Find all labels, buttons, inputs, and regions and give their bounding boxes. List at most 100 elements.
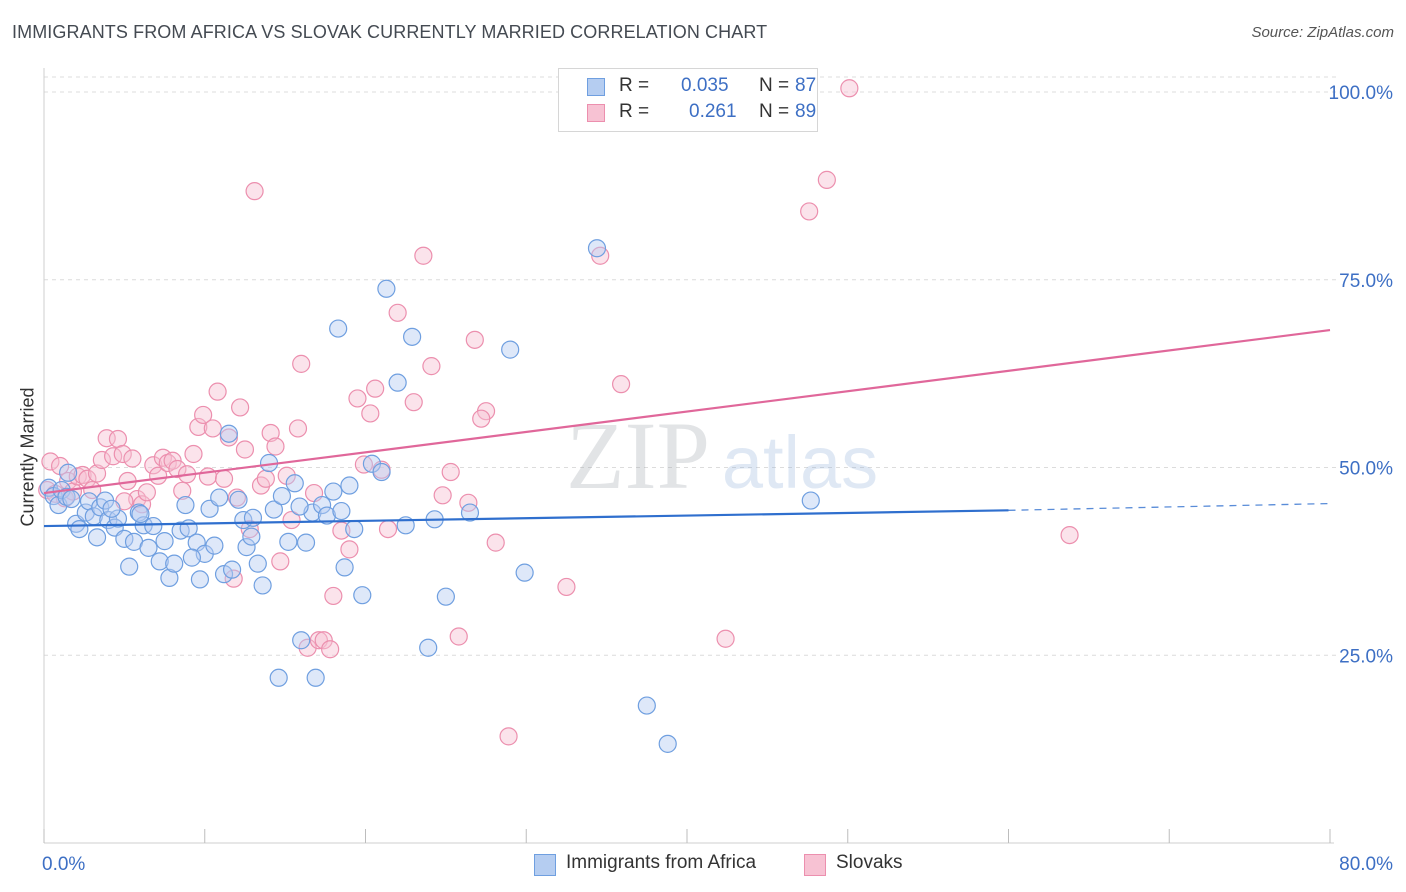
africa-point — [190, 570, 210, 589]
slovaks-point — [361, 404, 380, 423]
watermark-zip: ZIP — [566, 402, 710, 509]
africa-point — [637, 696, 656, 715]
africa-point — [317, 506, 337, 525]
slovaks-point — [87, 464, 107, 483]
africa-point — [248, 554, 267, 573]
slovaks-point — [203, 419, 222, 438]
bottom-legend-swatch-slovaks — [804, 854, 826, 876]
slovaks-point — [611, 375, 631, 394]
slovaks-point — [499, 727, 518, 746]
africa-point — [460, 503, 480, 522]
africa-point — [62, 489, 81, 509]
slovaks-point — [224, 569, 243, 588]
africa-point — [229, 490, 248, 509]
legend-n-label: N = — [759, 101, 790, 122]
slovaks-point — [92, 450, 111, 470]
slovaks-point — [261, 423, 280, 443]
legend-swatch-slovaks — [587, 104, 605, 122]
slovaks-point — [716, 629, 735, 648]
slovaks-point — [266, 437, 285, 456]
africa-point — [501, 340, 520, 359]
slovaks-point — [422, 357, 441, 376]
slovaks-point — [314, 631, 333, 650]
slovaks-point — [189, 417, 208, 437]
chart-source: Source: ZipAtlas.com — [1251, 24, 1394, 41]
africa-points — [39, 239, 820, 753]
y-tick-label: 50.0% — [1339, 459, 1393, 480]
slovaks-point — [321, 640, 340, 659]
slovaks-point — [1060, 525, 1079, 545]
africa-point — [272, 486, 292, 506]
africa-point — [242, 527, 261, 546]
slovaks-trend-line — [43, 328, 1331, 495]
slovaks-point — [235, 440, 255, 459]
x-tick-label: 80.0% — [1339, 854, 1393, 875]
africa-point — [139, 538, 158, 557]
africa-point — [329, 319, 348, 338]
y-tick-label: 100.0% — [1329, 83, 1394, 104]
slovaks-point — [388, 303, 407, 322]
africa-point — [108, 509, 128, 528]
slovaks-point — [292, 354, 311, 373]
slovaks-point — [348, 389, 367, 408]
africa-point — [219, 424, 238, 443]
correlation-legend: R = 0.035 N = 87 R = 0.261 N = 89 — [558, 68, 818, 132]
slovaks-point — [378, 519, 398, 539]
slovaks-point — [340, 540, 359, 559]
bottom-legend-label-africa: Immigrants from Africa — [566, 852, 757, 873]
africa-point — [306, 668, 325, 687]
africa-point — [324, 482, 343, 501]
africa-point — [388, 373, 407, 392]
legend-r-label: R = — [619, 75, 650, 96]
africa-point — [515, 563, 534, 582]
africa-point — [120, 557, 139, 576]
slovaks-point — [288, 419, 308, 438]
slovaks-point — [123, 449, 142, 468]
africa-point — [205, 536, 224, 555]
slovaks-point — [840, 79, 859, 98]
legend-r-value: 0.261 — [689, 101, 737, 122]
slovaks-point — [108, 429, 128, 449]
legend-n-label: N = — [759, 75, 790, 96]
slovaks-point — [194, 405, 213, 425]
africa-point — [102, 499, 121, 518]
africa-point — [253, 576, 272, 595]
slovaks-point — [414, 246, 433, 265]
slovaks-point — [817, 170, 836, 189]
africa-point — [237, 538, 256, 557]
slovaks-point — [282, 510, 301, 530]
africa-point — [345, 519, 364, 539]
legend-n-value: 87 — [795, 75, 817, 96]
africa-point — [403, 327, 422, 346]
africa-point — [372, 462, 391, 482]
africa-point — [264, 500, 283, 519]
africa-point — [377, 279, 396, 298]
africa-point — [296, 533, 316, 552]
africa-trend-line — [43, 509, 1009, 528]
slovaks-point — [158, 453, 177, 473]
slovaks-point — [231, 398, 250, 417]
slovaks-points — [38, 79, 1079, 746]
y-axis-label: Currently Married — [17, 387, 38, 527]
slovaks-point — [441, 462, 460, 482]
slovaks-point — [184, 444, 203, 464]
y-tick-label: 75.0% — [1339, 271, 1393, 292]
bottom-legend-label-slovaks: Slovaks — [836, 852, 903, 873]
slovaks-point — [256, 469, 275, 488]
slovaks-point — [366, 379, 385, 398]
slovaks-point — [800, 202, 819, 221]
slovaks-point — [465, 330, 484, 349]
africa-point — [353, 586, 372, 605]
slovaks-point — [144, 456, 163, 475]
slovaks-point — [404, 393, 423, 412]
africa-point — [279, 532, 298, 551]
legend-r-label: R = — [619, 101, 650, 122]
slovaks-point — [41, 452, 60, 471]
slovaks-point — [324, 586, 343, 606]
africa-point — [332, 501, 351, 521]
legend-n-value: 89 — [795, 101, 817, 122]
slovaks-point — [557, 577, 576, 597]
africa-point — [176, 495, 195, 515]
africa-point — [436, 587, 455, 606]
